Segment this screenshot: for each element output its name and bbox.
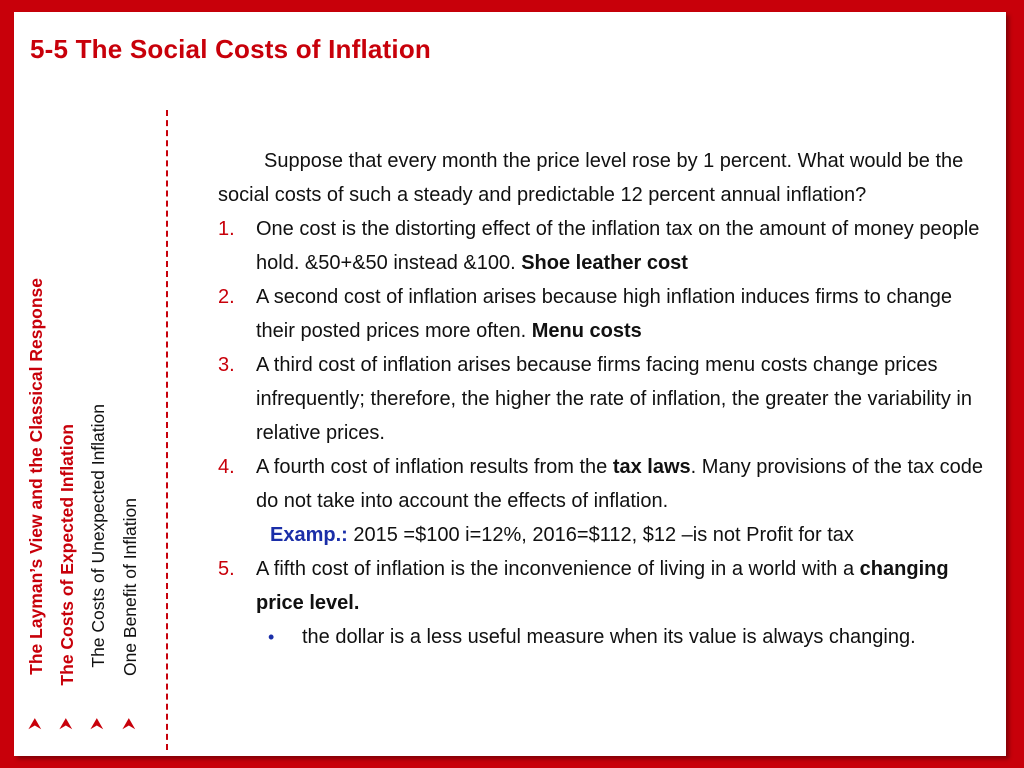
arrow-up-icon: ⮝ bbox=[59, 716, 73, 733]
item-bold-term: changing price level. bbox=[256, 558, 949, 614]
item-text: A second cost of inflation arises becaus… bbox=[256, 286, 952, 342]
item-bold-term: tax laws bbox=[612, 456, 691, 478]
example-line: Examp.: 2015 =$100 i=12%, 2016=$112, $12… bbox=[218, 518, 988, 552]
arrow-up-icon: ⮝ bbox=[122, 716, 136, 733]
example-text: 2015 =$100 i=12%, 2016=$112, $12 –is not… bbox=[347, 524, 854, 546]
intro-paragraph: Suppose that every month the price level… bbox=[218, 150, 964, 206]
item-text: A third cost of inflation arises because… bbox=[256, 354, 972, 444]
item-number: 2. bbox=[218, 286, 235, 308]
list-item: 5. A fifth cost of inflation is the incon… bbox=[218, 552, 988, 620]
arrow-up-icon: ⮝ bbox=[90, 716, 104, 733]
slide: 5-5 The Social Costs of Inflation The La… bbox=[14, 12, 1006, 756]
item-text: One cost is the distorting effect of the… bbox=[256, 218, 980, 274]
sidebar-item-unexpected-inflation[interactable]: The Costs of Unexpected Inflation bbox=[88, 404, 108, 668]
item-bold-term: Shoe leather cost bbox=[521, 252, 688, 274]
bullet-dot-icon: • bbox=[268, 627, 275, 647]
list-item: 3. A third cost of inflation arises becau… bbox=[218, 348, 988, 450]
item-text: A fifth cost of inflation is the inconve… bbox=[256, 558, 860, 580]
example-label: Examp.: bbox=[270, 524, 348, 546]
slide-body: Suppose that every month the price level… bbox=[218, 144, 988, 654]
bullet-text: the dollar is a less useful measure when… bbox=[302, 626, 916, 648]
item-number: 3. bbox=[218, 354, 235, 376]
item-number: 1. bbox=[218, 218, 235, 240]
item-bold-term: Menu costs bbox=[531, 320, 642, 342]
item-number: 5. bbox=[218, 558, 235, 580]
list-item: 4. A fourth cost of inflation results fro… bbox=[218, 450, 988, 518]
slide-title: 5-5 The Social Costs of Inflation bbox=[30, 34, 431, 64]
list-item: 1. One cost is the distorting effect of t… bbox=[218, 212, 988, 280]
dashed-divider bbox=[166, 110, 168, 750]
arrow-up-icon: ⮝ bbox=[28, 716, 42, 733]
item-number: 4. bbox=[218, 456, 235, 478]
bullet-item: • the dollar is a less useful measure whe… bbox=[218, 620, 988, 654]
item-text-after: . Many provisions of the tax code do not… bbox=[256, 456, 984, 512]
sidebar-item-benefit-inflation[interactable]: One Benefit of Inflation bbox=[120, 498, 140, 677]
sidebar-item-laymans-view[interactable]: The Layman’s View and the Classical Resp… bbox=[26, 278, 46, 675]
list-item: 2. A second cost of inflation arises beca… bbox=[218, 280, 988, 348]
sidebar-item-expected-inflation[interactable]: The Costs of Expected Inflation bbox=[57, 424, 77, 686]
item-text: A fourth cost of inflation results from … bbox=[256, 456, 613, 478]
sidebar-nav: The Layman’s View and the Classical Resp… bbox=[14, 12, 164, 756]
